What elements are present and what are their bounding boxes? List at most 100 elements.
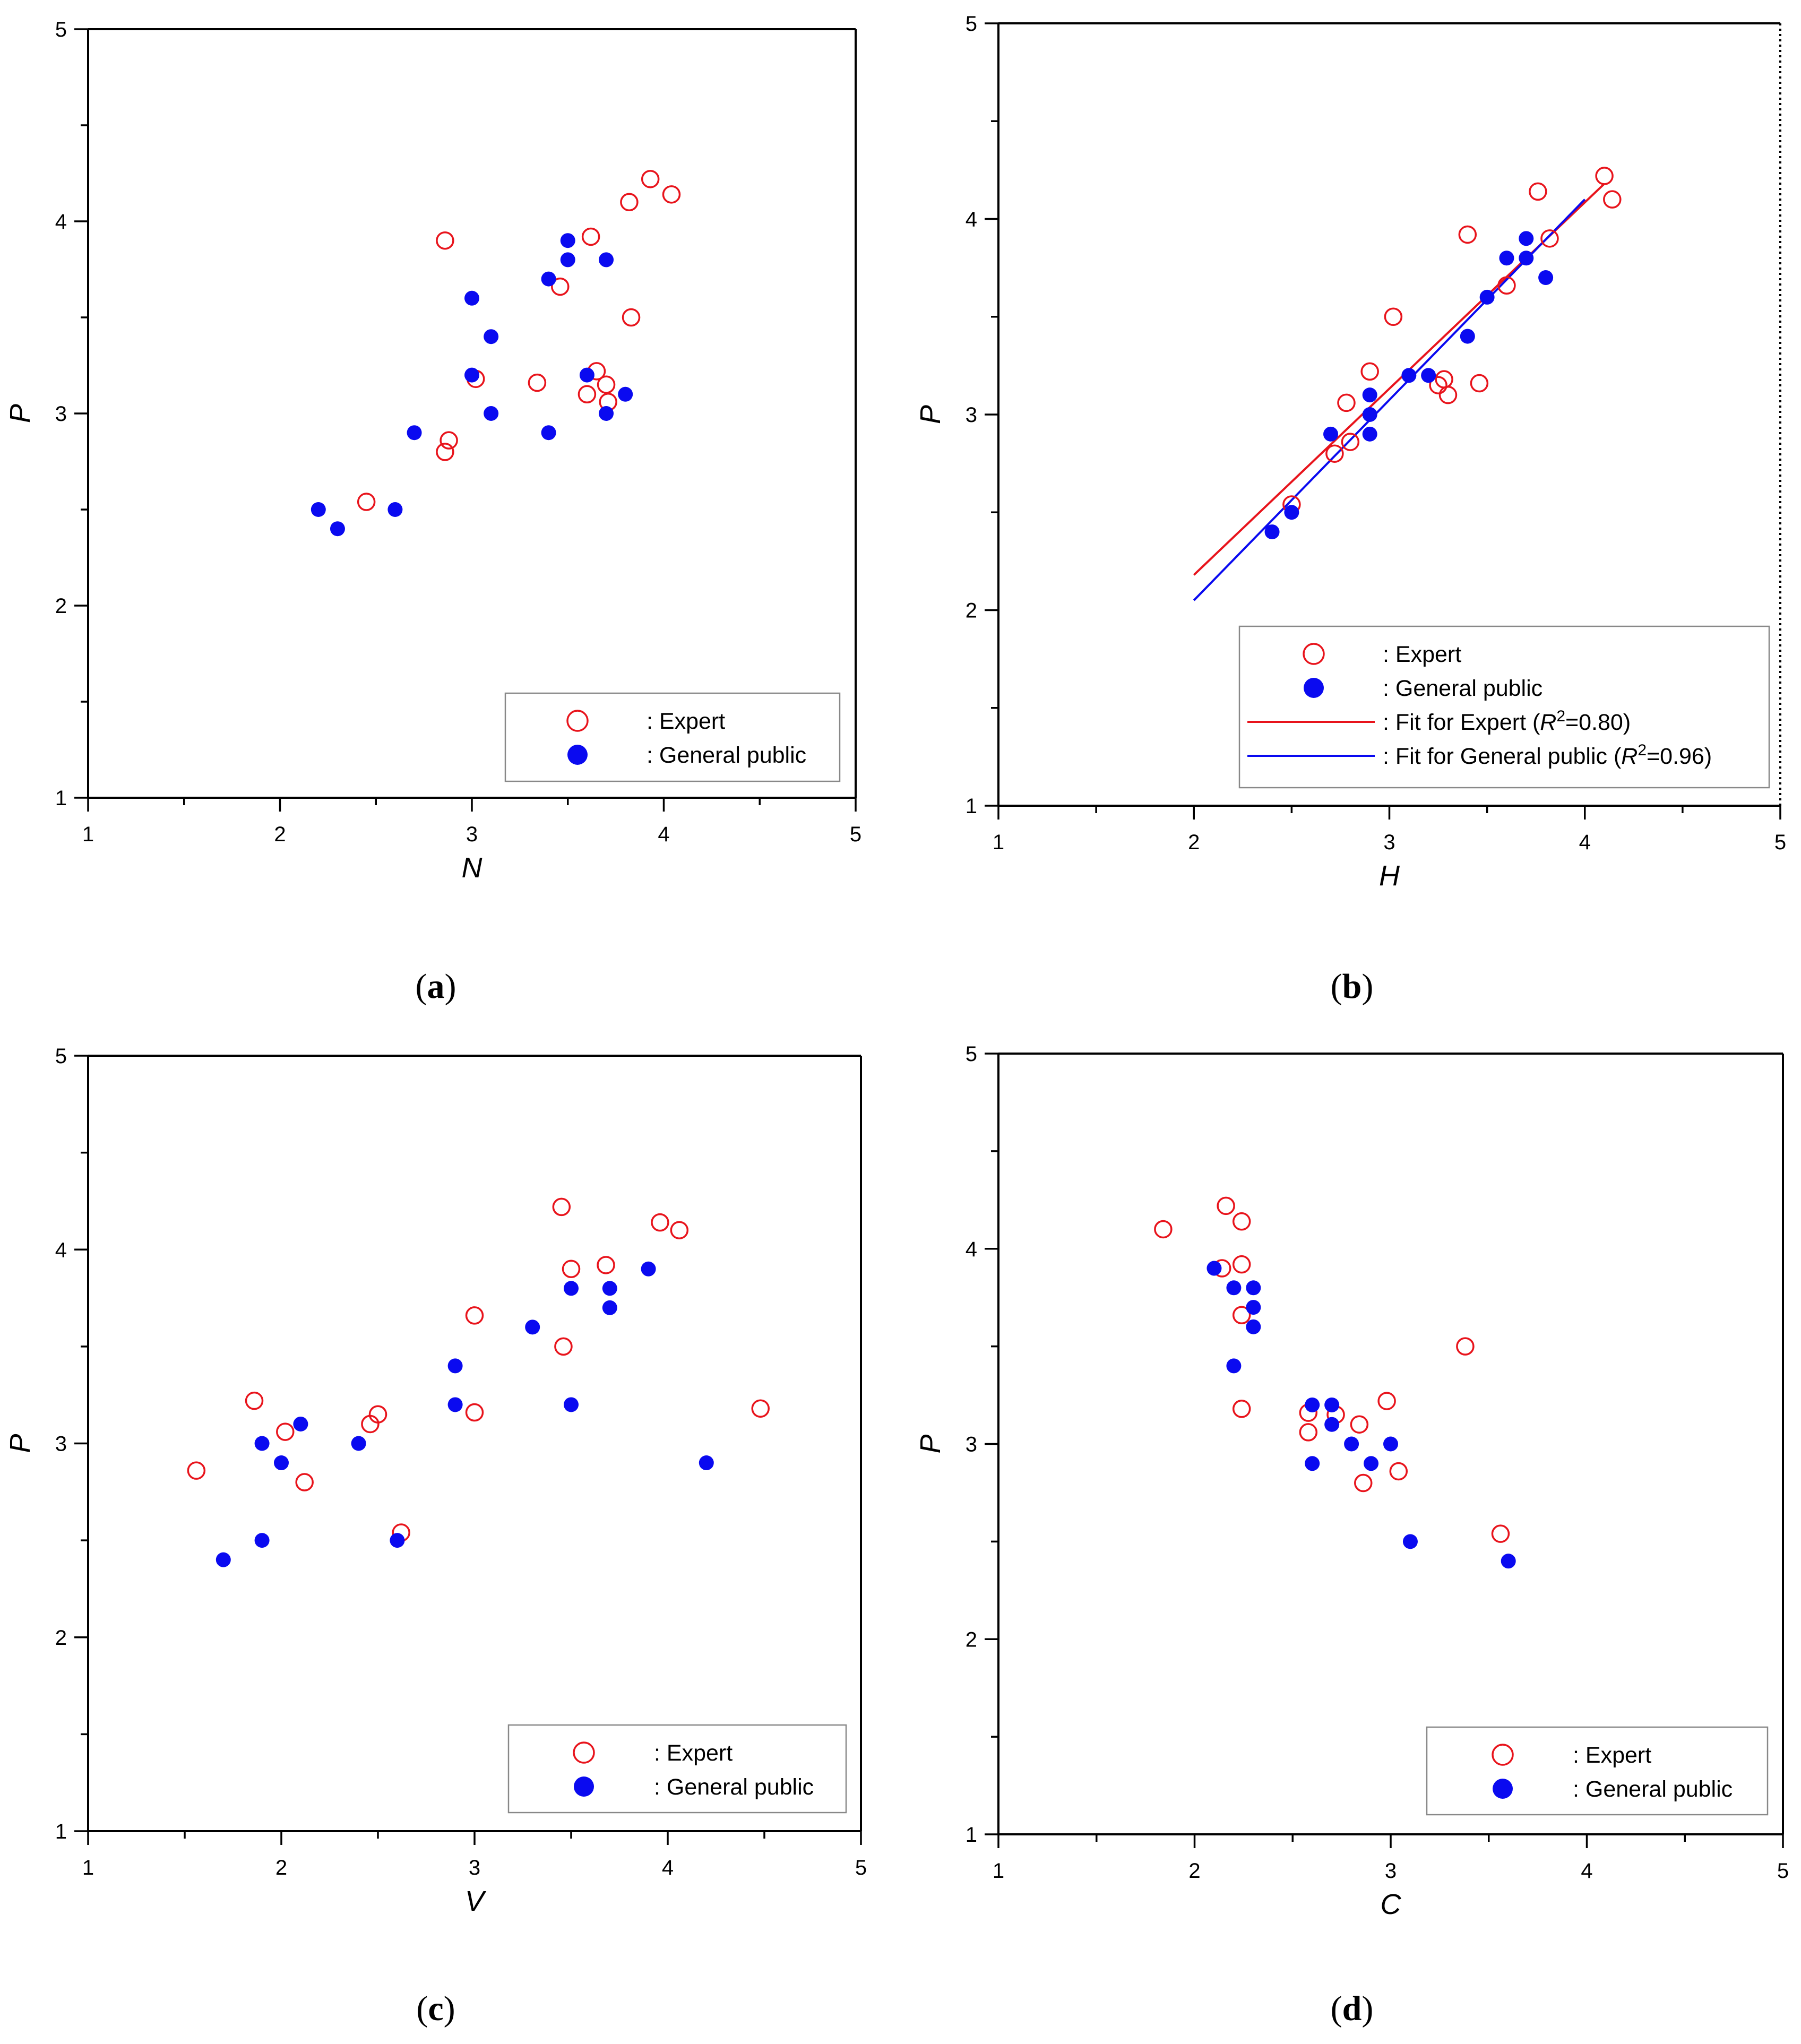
legend-entry-label: : General public <box>1573 1776 1733 1802</box>
expert-point <box>622 308 641 327</box>
expert-point <box>1354 1473 1373 1493</box>
x-tick-label: 3 <box>469 1856 480 1879</box>
x-tick-label: 2 <box>1188 831 1200 854</box>
general-public-point <box>1519 251 1534 266</box>
y-tick-label: 3 <box>966 403 977 427</box>
expert-point <box>245 1391 264 1410</box>
expert-point <box>1384 307 1403 326</box>
general-public-point <box>599 252 614 268</box>
expert-point <box>1325 444 1344 463</box>
x-tick-label: 1 <box>993 1859 1004 1883</box>
x-tick-label: 3 <box>1385 1859 1397 1883</box>
panel-label: (d) <box>1331 1989 1374 2028</box>
general-public-point <box>1323 426 1339 442</box>
expert-point <box>578 385 597 404</box>
y-tick-label: 4 <box>966 208 977 231</box>
general-public-point <box>1264 524 1280 540</box>
general-public-point <box>216 1552 231 1567</box>
x-tick-label: 4 <box>658 823 669 846</box>
general-public-point <box>1284 505 1299 520</box>
y-tick-label: 2 <box>55 1626 67 1650</box>
general-public-point <box>618 386 633 402</box>
y-tick-label: 3 <box>966 1433 977 1456</box>
legend-general-public-marker <box>1493 1779 1513 1799</box>
expert-point <box>528 373 547 392</box>
expert-point <box>465 1306 484 1325</box>
y-tick-label: 5 <box>55 18 67 41</box>
panel-b: 1 2 3 4 5 1 2 3 4 5 H P: Expert: General public: Fi… <box>915 12 1786 1006</box>
expert-point <box>465 1403 484 1422</box>
general-public-point <box>1362 387 1377 403</box>
expert-point <box>551 277 570 296</box>
expert-point <box>1491 1524 1510 1543</box>
general-public-point <box>447 1358 463 1374</box>
general-public-point <box>351 1436 366 1451</box>
y-axis-label: P <box>4 404 36 423</box>
panel-c: 1 2 3 4 5 1 2 3 4 5 V P: Expert: General public (c) <box>4 1045 867 2028</box>
expert-point <box>1456 1337 1475 1356</box>
legend-entry-label: : General public <box>1383 676 1543 701</box>
expert-point <box>295 1473 314 1491</box>
general-public-point <box>447 1397 463 1412</box>
general-public-point <box>1421 368 1436 383</box>
expert-point <box>662 185 681 204</box>
x-axis-label: N <box>462 852 483 884</box>
expert-point <box>436 231 454 250</box>
general-public-point <box>641 1261 656 1277</box>
general-public-point <box>1207 1261 1222 1276</box>
general-public-point <box>602 1300 617 1315</box>
expert-point <box>1470 374 1489 393</box>
expert-point <box>357 493 376 511</box>
y-tick-label: 3 <box>55 1433 67 1456</box>
general-public-point <box>1519 231 1534 246</box>
expert-point <box>276 1422 295 1441</box>
expert-point <box>751 1399 770 1418</box>
general-public-point <box>293 1416 308 1431</box>
legend-box <box>1426 1726 1769 1816</box>
general-public-point <box>484 329 499 344</box>
x-tick-label: 2 <box>274 823 286 846</box>
y-tick-label: 3 <box>55 402 67 426</box>
general-public-point <box>484 406 499 421</box>
y-tick-label: 4 <box>55 1238 67 1262</box>
y-tick-label: 5 <box>55 1045 67 1068</box>
expert-point <box>1337 393 1356 412</box>
expert-point <box>187 1461 206 1480</box>
general-public-point <box>1246 1319 1261 1334</box>
x-tick-label: 2 <box>1188 1859 1200 1883</box>
general-public-point <box>579 367 594 383</box>
x-tick-label: 3 <box>466 823 478 846</box>
general-public-point <box>274 1455 289 1471</box>
expert-point <box>670 1221 689 1239</box>
general-public-point <box>464 290 479 306</box>
general-public-point <box>1344 1436 1359 1452</box>
expert-point <box>581 227 600 246</box>
general-public-point <box>1501 1554 1516 1569</box>
general-public-point <box>560 233 575 248</box>
expert-point <box>1595 167 1614 185</box>
expert-point <box>440 431 458 450</box>
y-axis-label: P <box>915 405 946 424</box>
x-axis-label: C <box>1381 1888 1402 1920</box>
general-public-point <box>254 1533 270 1548</box>
expert-point <box>1232 1255 1251 1274</box>
legend-expert-marker <box>573 1741 595 1764</box>
expert-point <box>1429 376 1447 394</box>
expert-point <box>1232 1212 1251 1231</box>
general-public-point <box>541 271 556 287</box>
general-public-point <box>1362 426 1377 442</box>
expert-point <box>620 193 639 212</box>
legend-entry-label: : Expert <box>1383 642 1461 667</box>
legend-entry-label: : General public <box>647 743 806 768</box>
panel-d: 1 2 3 4 5 1 2 3 4 5 C P: Expert: General public (d) <box>915 1042 1789 2028</box>
y-axis-label: P <box>915 1434 946 1453</box>
general-public-point <box>311 502 326 517</box>
y-tick-label: 1 <box>55 787 67 810</box>
expert-point <box>1341 433 1360 451</box>
legend-entry-label: : Fit for General public (R2=0.96) <box>1383 741 1712 769</box>
legend-entry-label: : General public <box>654 1774 814 1800</box>
x-tick-label: 1 <box>82 1856 94 1879</box>
panel-label: (b) <box>1331 967 1374 1006</box>
expert-point <box>562 1260 581 1279</box>
expert-point <box>1438 385 1458 404</box>
